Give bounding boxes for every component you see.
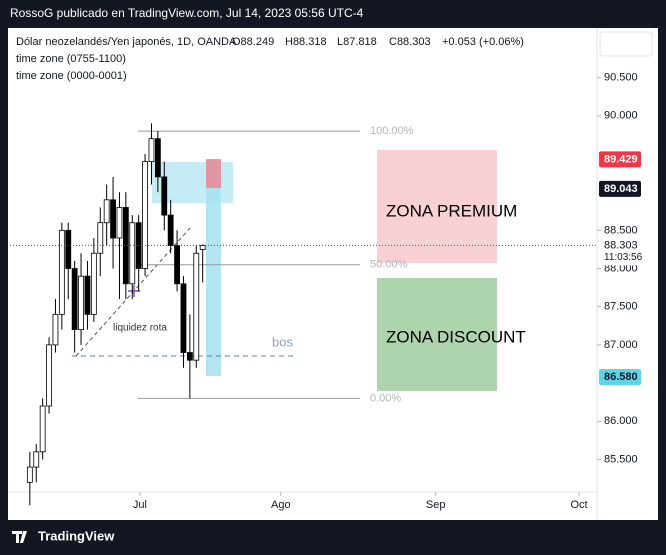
- price-label-bg: [599, 180, 641, 197]
- candle-body: [52, 313, 59, 346]
- candle-body: [46, 344, 52, 407]
- candle-body: [199, 244, 206, 250]
- premium-label: ZONA PREMIUM: [386, 201, 517, 220]
- legend-high: H88.318: [285, 36, 327, 48]
- countdown: 11:03:56: [604, 252, 643, 263]
- candle-body: [122, 207, 129, 285]
- y-tick-label: 88.000: [604, 262, 638, 274]
- legend-change: +0.053 (+0.06%): [442, 36, 524, 48]
- y-tick-label: 90.000: [604, 110, 638, 122]
- fib-label: 0.00%: [370, 392, 401, 404]
- x-tick-label: Ago: [271, 499, 291, 511]
- y-tick-label: 88.500: [604, 224, 638, 236]
- candle-body: [84, 275, 91, 315]
- candle-body: [174, 245, 180, 285]
- price-label-bg: [599, 151, 641, 168]
- legend-indicator: time zone (0755-1100): [16, 53, 126, 65]
- top-button[interactable]: [599, 31, 653, 57]
- candle-body: [90, 252, 97, 315]
- header-title: RossoG publicado en TradingView.com, Jul…: [10, 6, 364, 20]
- candle-body: [142, 161, 148, 269]
- candle-body: [58, 229, 65, 315]
- price-label-bg: [599, 237, 641, 266]
- legend-open: O88.249: [232, 36, 274, 48]
- candle-body: [148, 138, 155, 163]
- fib-label: 50.00%: [370, 259, 408, 271]
- x-tick-label: Oct: [571, 499, 588, 511]
- candle-body: [103, 199, 110, 224]
- price-label-bg: [599, 368, 641, 385]
- cross-marker: [128, 285, 140, 297]
- legend-low: L87.818: [337, 36, 377, 48]
- candle-body: [161, 176, 168, 216]
- legend-indicator: time zone (0000-0001): [16, 70, 127, 82]
- candle-body: [33, 451, 40, 468]
- x-tick-label: Sep: [426, 499, 446, 511]
- discount-label: ZONA DISCOUNT: [386, 327, 526, 346]
- footer-brand: TradingView: [38, 528, 115, 543]
- premium-zone: [377, 150, 497, 263]
- chart-area: [8, 28, 658, 520]
- price-label: 89.043: [604, 183, 638, 195]
- brand-logo: [12, 531, 27, 543]
- y-tick-label: 90.500: [604, 72, 638, 84]
- legend-close: C88.303: [389, 36, 431, 48]
- candle-body: [186, 352, 193, 361]
- candle-body: [71, 268, 78, 331]
- candle-body: [129, 222, 136, 285]
- candle-body: [78, 275, 84, 331]
- price-label: 88.303: [604, 239, 638, 251]
- candle-body: [180, 283, 187, 353]
- candle-body: [65, 229, 72, 269]
- candle-body: [97, 222, 104, 254]
- bos-label: bos: [272, 334, 293, 349]
- y-tick-label: 85.500: [604, 453, 638, 465]
- position-stop: [206, 159, 221, 188]
- candle-body: [110, 199, 116, 239]
- candle-body: [193, 252, 200, 361]
- legend-symbol: Dólar neozelandés/Yen japonés, 1D, OANDA: [16, 36, 237, 48]
- liquidity-label: liquidez rota: [113, 323, 167, 334]
- position-target: [206, 160, 221, 376]
- y-tick-label: 86.000: [604, 415, 638, 427]
- price-label: 89.429: [604, 153, 638, 165]
- candle-body: [26, 466, 33, 483]
- candle-body: [167, 214, 174, 247]
- x-tick-label: Jul: [133, 499, 147, 511]
- fib-label: 100.00%: [370, 125, 414, 137]
- y-tick-label: 87.500: [604, 301, 638, 313]
- candle-body: [154, 138, 161, 178]
- candle-body: [39, 405, 46, 453]
- price-label: 86.580: [604, 371, 638, 383]
- candle-body: [116, 207, 123, 239]
- discount-zone: [377, 278, 497, 391]
- y-tick-label: 87.000: [604, 339, 638, 351]
